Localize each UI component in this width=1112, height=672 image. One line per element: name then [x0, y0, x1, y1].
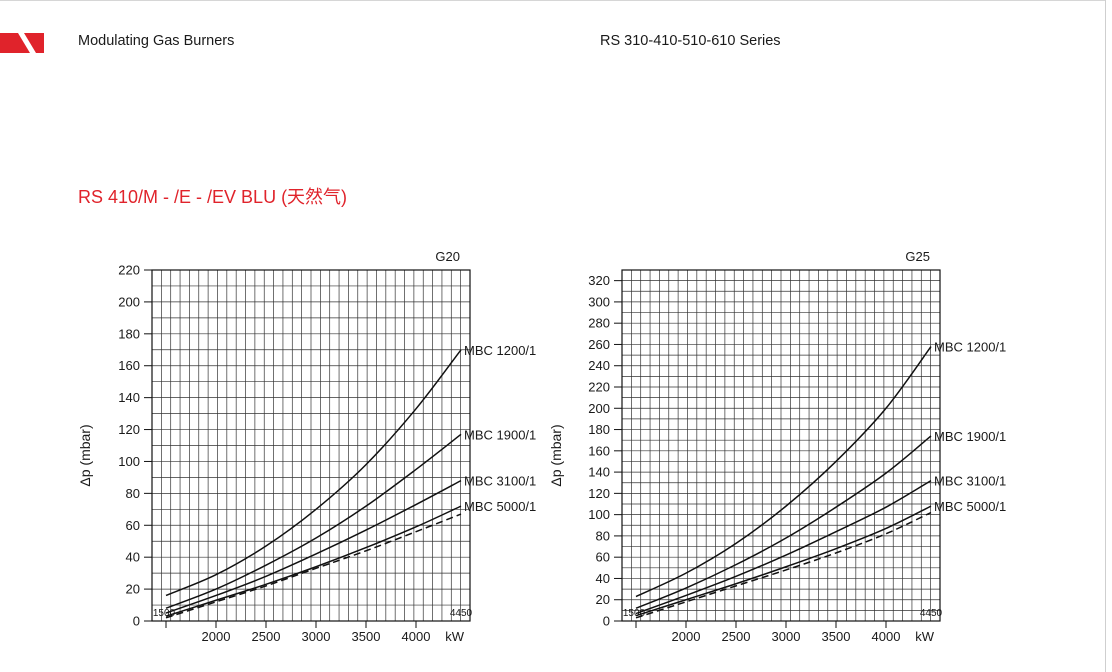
x-tick-label: 2000 [202, 629, 231, 644]
header-right-title: RS 310-410-510-610 Series [600, 33, 781, 49]
series-label: MBC 5000/1 [934, 499, 1006, 514]
x-axis-label: kW [915, 629, 935, 644]
series-line [165, 349, 462, 597]
range-min-label: 1500 [153, 608, 176, 619]
section-title: RS 410/M - /E - /EV BLU (天然气) [78, 187, 348, 207]
gas-label: G20 [435, 249, 460, 264]
x-tick-label: 3000 [302, 629, 331, 644]
y-tick-label: 160 [118, 358, 140, 373]
x-tick-label: 2500 [252, 629, 281, 644]
y-tick-label: 80 [126, 486, 140, 501]
y-tick-label: 40 [126, 550, 140, 565]
x-tick-label: 4000 [872, 629, 901, 644]
y-tick-label: 200 [588, 401, 610, 416]
series-label: MBC 1200/1 [464, 343, 536, 358]
series-line-dashed [165, 513, 462, 619]
range-max-label: 4450 [450, 608, 473, 619]
plot-frame [621, 269, 941, 622]
x-tick-label: 2500 [722, 629, 751, 644]
x-tick-label: 2000 [672, 629, 701, 644]
y-tick-label: 160 [588, 443, 610, 458]
gas-label: G25 [905, 249, 930, 264]
brand-stripe-logo [0, 33, 44, 53]
y-tick-label: 260 [588, 337, 610, 352]
y-tick-label: 300 [588, 294, 610, 309]
y-tick-label: 180 [118, 326, 140, 341]
series-line [165, 433, 462, 609]
y-tick-label: 100 [588, 507, 610, 522]
series-label: MBC 1900/1 [464, 427, 536, 442]
series-line [635, 505, 932, 617]
y-tick-label: 320 [588, 273, 610, 288]
series-line [635, 435, 932, 609]
x-tick-label: 3500 [352, 629, 381, 644]
y-axis-label: Δp (mbar) [77, 424, 93, 486]
y-tick-label: 200 [118, 294, 140, 309]
plot-frame [151, 269, 471, 622]
y-tick-label: 120 [118, 422, 140, 437]
y-tick-label: 280 [588, 316, 610, 331]
y-tick-label: 0 [603, 614, 610, 629]
series-line [165, 479, 462, 614]
y-tick-label: 220 [118, 263, 140, 278]
y-tick-label: 60 [126, 518, 140, 533]
y-axis-label: Δp (mbar) [548, 424, 564, 486]
series-line [165, 505, 462, 617]
top-rule [0, 0, 1106, 1]
x-tick-label: 4000 [402, 629, 431, 644]
series-label: MBC 1200/1 [934, 340, 1006, 355]
series-label: MBC 1900/1 [934, 429, 1006, 444]
x-axis-label: kW [445, 629, 465, 644]
grid [621, 269, 941, 622]
y-tick-label: 40 [596, 571, 610, 586]
y-tick-label: 60 [596, 550, 610, 565]
y-tick-label: 120 [588, 486, 610, 501]
y-tick-label: 140 [588, 465, 610, 480]
y-tick-label: 20 [126, 582, 140, 597]
header-left-title: Modulating Gas Burners [78, 33, 235, 49]
y-tick-label: 0 [133, 614, 140, 629]
y-tick-label: 20 [596, 592, 610, 607]
series-line [635, 479, 932, 615]
y-tick-label: 100 [118, 454, 140, 469]
y-tick-label: 180 [588, 422, 610, 437]
series-label: MBC 3100/1 [464, 474, 536, 489]
y-tick-label: 80 [596, 528, 610, 543]
y-tick-label: 220 [588, 380, 610, 395]
y-tick-label: 240 [588, 358, 610, 373]
series-line [635, 346, 932, 598]
range-min-label: 1500 [623, 608, 646, 619]
y-tick-label: 140 [118, 390, 140, 405]
x-tick-label: 3500 [822, 629, 851, 644]
x-tick-label: 3000 [772, 629, 801, 644]
series-label: MBC 3100/1 [934, 474, 1006, 489]
series-line-dashed [635, 511, 932, 619]
grid [151, 269, 471, 622]
series-label: MBC 5000/1 [464, 499, 536, 514]
range-max-label: 4450 [920, 608, 943, 619]
